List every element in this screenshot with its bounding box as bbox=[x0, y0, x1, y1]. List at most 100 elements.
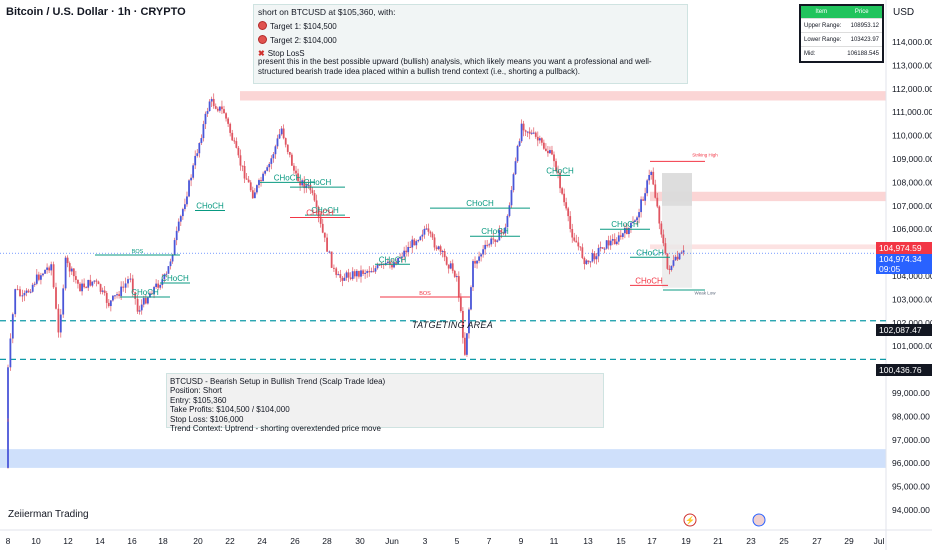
candle-body bbox=[514, 161, 517, 175]
structure-label: CHoCH bbox=[379, 255, 407, 264]
candle-body bbox=[169, 261, 172, 267]
candle-body bbox=[522, 123, 525, 131]
candle-body bbox=[476, 260, 478, 264]
candle-body bbox=[585, 260, 588, 265]
candle-body bbox=[79, 283, 81, 292]
candle-body bbox=[518, 141, 521, 146]
candle-body bbox=[146, 297, 149, 304]
candle-body bbox=[290, 154, 293, 166]
candle-body bbox=[496, 240, 499, 242]
candle-body bbox=[506, 215, 509, 228]
candle-body bbox=[50, 264, 53, 271]
candle-body bbox=[153, 287, 155, 295]
candle-body bbox=[607, 240, 610, 246]
x-tick-label: 20 bbox=[193, 536, 203, 546]
candle-body bbox=[295, 170, 297, 174]
note-bottom-line: Position: Short bbox=[170, 386, 223, 396]
current-price-label: 104,974.59 bbox=[876, 242, 932, 254]
candle-body bbox=[286, 144, 289, 152]
candle-body bbox=[488, 244, 491, 246]
candle-body bbox=[397, 258, 399, 264]
candle-body bbox=[466, 333, 468, 355]
candle-body bbox=[341, 277, 344, 281]
candle-body bbox=[225, 113, 227, 119]
candle-body bbox=[27, 290, 30, 292]
x-tick-label: 25 bbox=[779, 536, 789, 546]
candle-body bbox=[284, 138, 287, 145]
striking-high-label: Striking High bbox=[692, 153, 718, 158]
candle-body bbox=[235, 141, 238, 148]
candle-body bbox=[423, 228, 426, 235]
x-tick-label: 30 bbox=[355, 536, 365, 546]
candle-body bbox=[474, 261, 476, 264]
candle-body bbox=[478, 256, 480, 261]
x-tick-label: 7 bbox=[487, 536, 492, 546]
trade-note-bottom[interactable]: BTCUSD - Bearish Setup in Bullish Trend … bbox=[166, 373, 604, 433]
candle-body bbox=[482, 249, 485, 255]
candle-body bbox=[536, 136, 539, 141]
candle-body bbox=[142, 298, 145, 305]
candle-body bbox=[366, 271, 369, 273]
candle-body bbox=[311, 190, 314, 194]
candle-body bbox=[70, 268, 73, 272]
candle-body bbox=[355, 270, 358, 277]
candle-body bbox=[617, 235, 620, 242]
candle-body bbox=[337, 274, 340, 276]
note-target2-text: Target 2: $104,000 bbox=[270, 35, 337, 45]
candle-body bbox=[268, 163, 271, 168]
candle-body bbox=[149, 293, 151, 298]
candle-body bbox=[192, 165, 195, 178]
candle-body bbox=[500, 230, 503, 233]
candle-body bbox=[245, 178, 248, 180]
candle-body bbox=[353, 271, 356, 277]
candle-body bbox=[262, 173, 264, 182]
trade-note-top[interactable]: short on BTCUSD at $105,360, with: Targe… bbox=[253, 4, 688, 84]
candle-body bbox=[524, 130, 527, 132]
candle-body bbox=[99, 284, 102, 292]
candle-body bbox=[504, 227, 507, 234]
candle-body bbox=[427, 228, 430, 232]
x-tick-label: 15 bbox=[616, 536, 626, 546]
candle-body bbox=[516, 145, 519, 162]
candle-body bbox=[7, 367, 9, 419]
structure-label: BOS bbox=[419, 291, 431, 297]
candle-body bbox=[508, 205, 511, 216]
flash-icon bbox=[683, 513, 697, 527]
candle-body bbox=[648, 174, 651, 181]
candle-body bbox=[603, 248, 606, 250]
candle-body bbox=[447, 264, 450, 269]
y-tick-label: 96,000.00 bbox=[892, 458, 930, 468]
candle-body bbox=[247, 179, 250, 183]
x-tick-label: 12 bbox=[63, 536, 73, 546]
candle-body bbox=[672, 260, 675, 266]
candle-body bbox=[231, 132, 234, 141]
candle-body bbox=[44, 269, 46, 274]
candle-body bbox=[266, 167, 269, 171]
candle-body bbox=[676, 256, 679, 260]
countdown-value: 09:05 bbox=[879, 264, 901, 274]
y-tick-label: 108,000.00 bbox=[892, 177, 932, 187]
candle-body bbox=[640, 199, 642, 213]
y-tick-label: 106,000.00 bbox=[892, 224, 932, 234]
candle-body bbox=[349, 277, 352, 279]
candle-body bbox=[72, 268, 75, 277]
candle-body bbox=[323, 232, 326, 238]
candle-body bbox=[46, 267, 48, 270]
candle-body bbox=[399, 257, 401, 259]
candle-body bbox=[615, 241, 618, 245]
structure-label: CHoCH bbox=[161, 274, 189, 283]
candle-body bbox=[313, 193, 316, 201]
candle-body bbox=[628, 228, 630, 235]
candle-body bbox=[347, 272, 350, 278]
last-price-label: 104,974.34 09:05 bbox=[876, 254, 932, 274]
structure-label: CHoCH bbox=[466, 199, 494, 208]
cross-icon: ✖ bbox=[258, 48, 265, 58]
candle-body bbox=[272, 154, 275, 159]
candle-body bbox=[561, 188, 563, 194]
candle-body bbox=[656, 197, 659, 207]
candle-body bbox=[573, 237, 576, 241]
candle-body bbox=[405, 250, 408, 253]
candle-body bbox=[621, 233, 624, 237]
candle-body bbox=[567, 208, 570, 217]
